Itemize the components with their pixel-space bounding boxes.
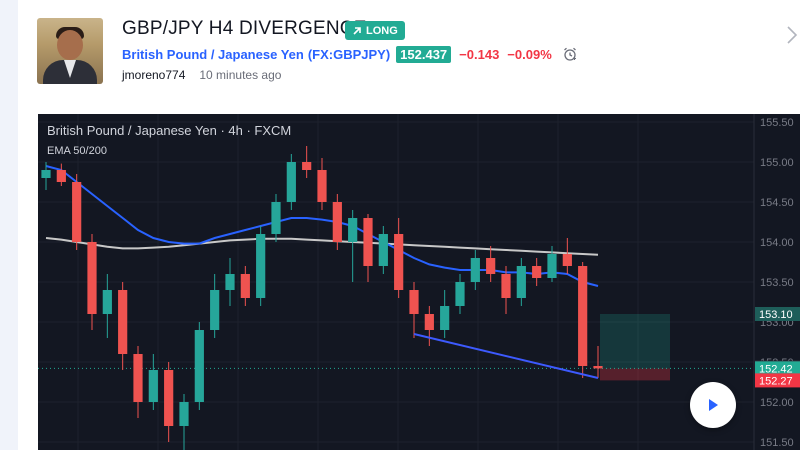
y-tick-label: 153.50 — [760, 277, 794, 289]
alarm-clock-icon[interactable] — [562, 46, 578, 62]
idea-title: GBP/JPY H4 DIVERGENCE — [122, 18, 367, 39]
candle-body — [378, 234, 388, 266]
price-axis — [754, 114, 800, 450]
chart-header: British Pound / Japanese Yen · 4h · FXCM — [47, 123, 292, 138]
candle-body — [348, 218, 358, 242]
candle-body — [547, 254, 557, 278]
candle-body — [532, 266, 542, 278]
position-profit-zone — [600, 314, 670, 369]
symbol-ticker-link[interactable]: (FX:GBPJPY) — [307, 46, 391, 62]
long-badge: LONG — [345, 21, 405, 40]
candle-body — [41, 170, 51, 178]
price-change-percent: −0.09% — [507, 46, 552, 62]
y-tick-label: 154.50 — [760, 197, 794, 209]
price-tag — [755, 307, 800, 321]
current-price: 152.437 — [396, 45, 452, 63]
candle-body — [240, 274, 250, 298]
badge-label: LONG — [366, 24, 398, 37]
symbol-row: British Pound / Japanese Yen (FX:GBPJPY)… — [122, 45, 578, 63]
position-loss-zone — [600, 368, 670, 381]
candle-body — [332, 202, 342, 242]
divergence-trendline — [413, 333, 599, 379]
candle-body — [578, 266, 588, 366]
candle-body — [148, 370, 158, 402]
candle-body — [470, 258, 480, 282]
candle-body — [72, 182, 82, 242]
candle-body — [164, 370, 174, 426]
candle-body — [562, 254, 572, 266]
candle-body — [118, 290, 128, 354]
candle-body — [256, 234, 266, 298]
candle-body — [394, 234, 404, 290]
candle-body — [409, 290, 419, 314]
candle-body — [317, 170, 327, 202]
candle-body — [286, 162, 296, 202]
meta-row: jmoreno774 10 minutes ago — [122, 68, 281, 82]
price-tag — [755, 373, 800, 388]
candle-body — [179, 402, 189, 426]
author-link[interactable]: jmoreno774 — [122, 68, 186, 82]
price-tag — [755, 361, 800, 376]
candle-body — [486, 258, 496, 274]
candle-body — [363, 218, 373, 266]
y-tick-label: 155.50 — [760, 117, 794, 129]
price-tag-label: 152.42 — [759, 363, 793, 375]
price-tag-label: 153.10 — [759, 309, 793, 321]
candle-body — [516, 266, 526, 298]
candle-body — [225, 274, 235, 290]
candle-body — [194, 330, 204, 402]
candle-body — [56, 170, 66, 182]
candle-body — [133, 354, 143, 402]
price-change: −0.143 — [459, 46, 500, 62]
candle-body — [87, 242, 97, 314]
y-tick-label: 155.00 — [760, 157, 794, 169]
candle-body — [455, 282, 465, 306]
avatar[interactable] — [37, 18, 103, 84]
candle-body — [210, 290, 220, 330]
y-tick-label: 154.00 — [760, 237, 794, 249]
published-time: 10 minutes ago — [199, 68, 282, 82]
candle-body — [501, 274, 511, 298]
y-tick-label: 151.50 — [760, 437, 794, 449]
ema200-line — [45, 237, 599, 256]
candle-body — [440, 306, 450, 330]
arrow-up-right-icon — [353, 26, 361, 35]
candle-body — [593, 366, 603, 369]
play-icon — [709, 399, 718, 411]
candle-body — [302, 162, 312, 170]
chevron-right-icon[interactable] — [786, 25, 800, 45]
candle-body — [424, 314, 434, 330]
candle-body — [102, 290, 112, 314]
chart-area[interactable]: 155.50 155.00 154.50 154.00 153.50 153.00 152.… — [38, 114, 800, 450]
price-tag-label: 152.27 — [759, 375, 793, 387]
y-tick-label: 152.00 — [760, 397, 794, 409]
chart-canvas: 155.50155.00154.50154.00153.50153.00152.… — [38, 114, 800, 450]
candle-body — [271, 202, 281, 234]
indicator-label: EMA 50/200 — [47, 145, 107, 157]
symbol-name-link[interactable]: British Pound / Japanese Yen — [122, 46, 304, 62]
play-button[interactable] — [690, 382, 736, 428]
left-sidebar-strip — [0, 0, 18, 450]
